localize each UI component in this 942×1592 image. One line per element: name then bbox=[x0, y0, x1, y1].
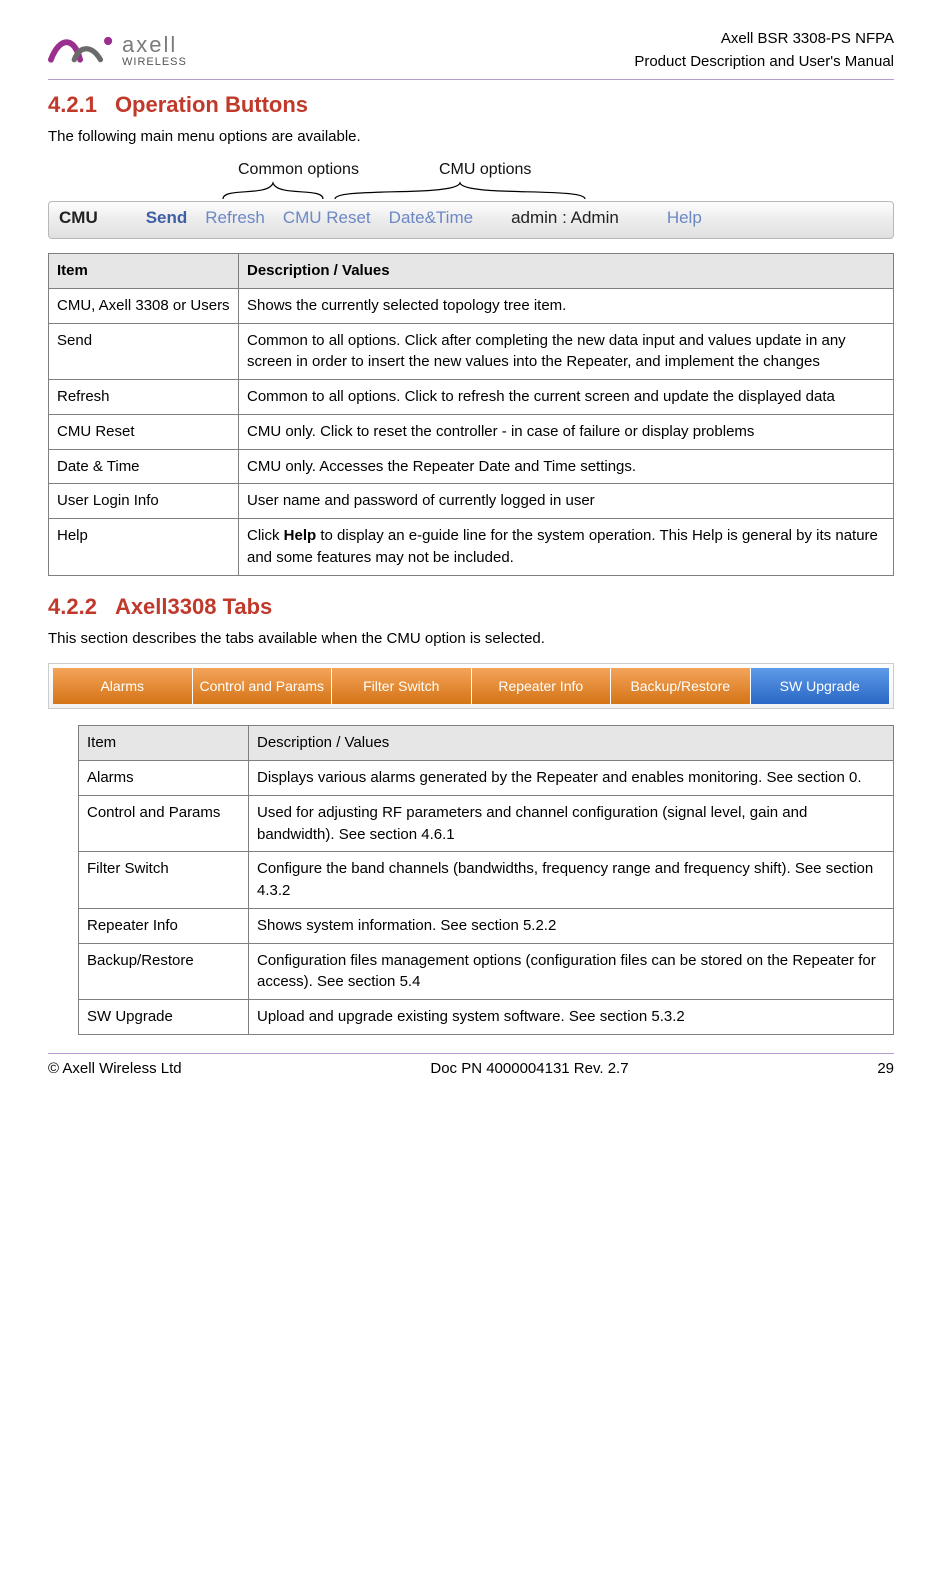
refresh-button[interactable]: Refresh bbox=[205, 208, 265, 228]
table-cell: Send bbox=[49, 323, 239, 380]
axell-tabs: Alarms Control and Params Filter Switch … bbox=[48, 663, 894, 710]
table-cell: Shows system information. See section 5.… bbox=[249, 908, 894, 943]
section-heading-2: 4.2.2 Axell3308 Tabs bbox=[48, 594, 894, 620]
table-cell: Used for adjusting RF parameters and cha… bbox=[249, 795, 894, 852]
cmu-toolbar: CMU Send Refresh CMU Reset Date&Time adm… bbox=[48, 201, 894, 239]
table-cell: Backup/Restore bbox=[79, 943, 249, 1000]
table-cell: CMU Reset bbox=[49, 414, 239, 449]
table-header: Item bbox=[79, 726, 249, 761]
tab-filter-switch[interactable]: Filter Switch bbox=[332, 668, 472, 705]
table-cell: Shows the currently selected topology tr… bbox=[239, 288, 894, 323]
tab-repeater-info[interactable]: Repeater Info bbox=[472, 668, 612, 705]
logo: axell WIRELESS bbox=[48, 28, 187, 72]
divider bbox=[48, 1053, 894, 1054]
cmu-reset-button[interactable]: CMU Reset bbox=[283, 208, 371, 228]
table-cell: Refresh bbox=[49, 380, 239, 415]
section1-intro: The following main menu options are avai… bbox=[48, 128, 894, 145]
divider bbox=[48, 79, 894, 80]
table-cell: Click Help to display an e-guide line fo… bbox=[239, 519, 894, 576]
help-button[interactable]: Help bbox=[667, 208, 702, 228]
table-cell: Alarms bbox=[79, 761, 249, 796]
table-cell: Displays various alarms generated by the… bbox=[249, 761, 894, 796]
table-cell: Help bbox=[49, 519, 239, 576]
section-title: Operation Buttons bbox=[115, 92, 308, 117]
table-cell: Repeater Info bbox=[79, 908, 249, 943]
logo-subtext: WIRELESS bbox=[122, 56, 187, 68]
section-title: Axell3308 Tabs bbox=[115, 594, 272, 619]
table-cell: Configure the band channels (bandwidths,… bbox=[249, 852, 894, 909]
section-heading-1: 4.2.1 Operation Buttons bbox=[48, 92, 894, 118]
doc-title-2: Product Description and User's Manual bbox=[634, 51, 894, 74]
table-cell: CMU only. Accesses the Repeater Date and… bbox=[239, 449, 894, 484]
tab-control-params[interactable]: Control and Params bbox=[193, 668, 333, 705]
table-cell: SW Upgrade bbox=[79, 1000, 249, 1035]
table-cell: Upload and upgrade existing system softw… bbox=[249, 1000, 894, 1035]
table-cell: User name and password of currently logg… bbox=[239, 484, 894, 519]
table-cell: CMU, Axell 3308 or Users bbox=[49, 288, 239, 323]
footer-center: Doc PN 4000004131 Rev. 2.7 bbox=[430, 1060, 628, 1077]
footer-right: 29 bbox=[877, 1060, 894, 1077]
table-cell: Configuration files management options (… bbox=[249, 943, 894, 1000]
section-number: 4.2.1 bbox=[48, 92, 97, 117]
tab-sw-upgrade[interactable]: SW Upgrade bbox=[751, 668, 890, 705]
user-login-info: admin : Admin bbox=[511, 208, 619, 228]
toolbar-context: CMU bbox=[59, 208, 98, 228]
operation-buttons-table: Item Description / Values CMU, Axell 330… bbox=[48, 253, 894, 576]
table-cell: Common to all options. Click after compl… bbox=[239, 323, 894, 380]
table-cell: User Login Info bbox=[49, 484, 239, 519]
doc-title-1: Axell BSR 3308-PS NFPA bbox=[634, 28, 894, 51]
table-cell: Control and Params bbox=[79, 795, 249, 852]
logo-brand: axell bbox=[122, 32, 187, 58]
logo-mark-icon bbox=[48, 28, 118, 72]
section2-intro: This section describes the tabs availabl… bbox=[48, 630, 894, 647]
table-header: Description / Values bbox=[249, 726, 894, 761]
datetime-button[interactable]: Date&Time bbox=[389, 208, 473, 228]
table-cell: Common to all options. Click to refresh … bbox=[239, 380, 894, 415]
tab-alarms[interactable]: Alarms bbox=[53, 668, 193, 705]
tab-backup-restore[interactable]: Backup/Restore bbox=[611, 668, 751, 705]
send-button[interactable]: Send bbox=[146, 208, 188, 228]
section-number: 4.2.2 bbox=[48, 594, 97, 619]
brace-row bbox=[218, 179, 894, 201]
axell-tabs-table: Item Description / Values AlarmsDisplays… bbox=[78, 725, 894, 1035]
table-cell: Date & Time bbox=[49, 449, 239, 484]
table-cell: Filter Switch bbox=[79, 852, 249, 909]
brace-label-cmu: CMU options bbox=[439, 161, 531, 179]
brace-label-common: Common options bbox=[238, 161, 359, 179]
footer-left: © Axell Wireless Ltd bbox=[48, 1060, 182, 1077]
table-header: Description / Values bbox=[239, 254, 894, 289]
table-header: Item bbox=[49, 254, 239, 289]
table-cell: CMU only. Click to reset the controller … bbox=[239, 414, 894, 449]
